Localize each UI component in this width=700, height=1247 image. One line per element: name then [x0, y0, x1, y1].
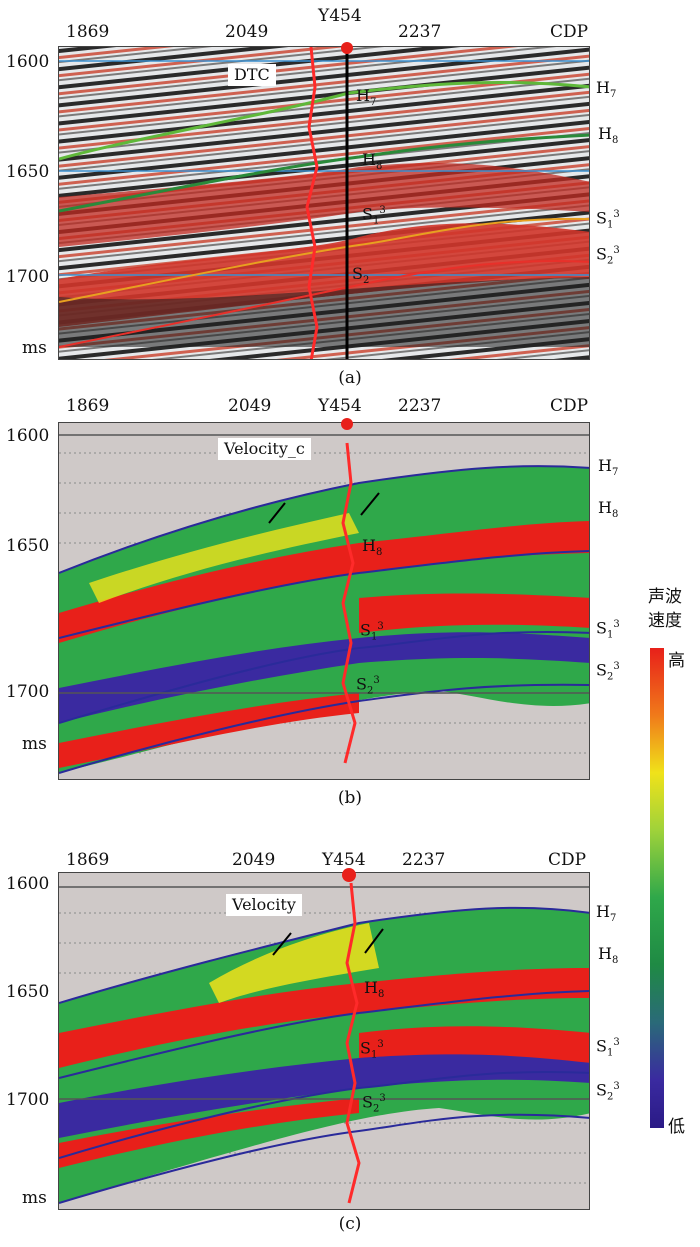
time-unit-b: ms — [22, 734, 47, 754]
caption-a: (a) — [338, 368, 362, 388]
curve-callout-a: DTC — [228, 64, 276, 86]
colorbar-title-line1: 声波 — [648, 587, 682, 607]
s1-inline-a: S13 — [362, 204, 386, 227]
seismic-section-a — [58, 46, 590, 360]
well-label-c: Y454 — [322, 850, 366, 870]
h7-label-a: H7 — [596, 78, 617, 101]
curve-callout-c: Velocity — [226, 894, 302, 916]
cdp-2049-b: 2049 — [228, 396, 272, 416]
time-1650-c: 1650 — [6, 982, 50, 1002]
cdp-2049-c: 2049 — [232, 850, 276, 870]
velocity-svg-b — [59, 434, 589, 774]
time-unit-c: ms — [22, 1188, 47, 1208]
colorbar-high-label: 高 — [668, 651, 685, 671]
s2-inline-a: S2 — [352, 264, 370, 287]
s1-label-c: S13 — [596, 1036, 620, 1059]
velocity-colorbar — [650, 648, 664, 1128]
cdp-2237-c: 2237 — [402, 850, 446, 870]
time-1700-b: 1700 — [6, 682, 50, 702]
s1-inline-c: S13 — [360, 1038, 384, 1061]
h8-inline-c: H8 — [364, 978, 385, 1001]
seismic-svg-a — [59, 47, 589, 359]
caption-c: (c) — [338, 1214, 362, 1234]
time-1650-a: 1650 — [6, 162, 50, 182]
s1-label-a: S13 — [596, 208, 620, 231]
s2-inline-c: S23 — [362, 1092, 386, 1115]
cdp-2049-a: 2049 — [225, 22, 269, 42]
well-marker-b — [341, 418, 353, 430]
h7-inline-a: H7 — [356, 86, 377, 109]
s1-label-b: S13 — [596, 618, 620, 641]
time-unit-a: ms — [22, 338, 47, 358]
s2-label-c: S23 — [596, 1080, 620, 1103]
velocity-svg-c — [59, 882, 589, 1204]
cdp-2237-b: 2237 — [398, 396, 442, 416]
cdp-2237-a: 2237 — [398, 22, 442, 42]
velocity-section-b — [58, 422, 590, 780]
h8-label-a: H8 — [598, 124, 619, 147]
h7-label-b: H7 — [598, 456, 619, 479]
h8-label-b: H8 — [598, 498, 619, 521]
time-1700-c: 1700 — [6, 1090, 50, 1110]
caption-b: (b) — [337, 788, 363, 808]
velocity-section-c — [58, 872, 590, 1210]
cdp-axis-label-a: CDP — [550, 22, 589, 42]
colorbar-title-line2: 速度 — [648, 611, 682, 631]
cdp-1869-c: 1869 — [66, 850, 110, 870]
curve-callout-b: Velocity_c — [218, 438, 311, 460]
well-label-b: Y454 — [318, 396, 362, 416]
time-1600-c: 1600 — [6, 874, 50, 894]
h8-label-c: H8 — [598, 944, 619, 967]
h8-inline-a: H8 — [362, 150, 383, 173]
h8-inline-b: H8 — [362, 536, 383, 559]
time-1650-b: 1650 — [6, 536, 50, 556]
s2-label-a: S23 — [596, 244, 620, 267]
h7-label-c: H7 — [596, 902, 617, 925]
time-1600-a: 1600 — [6, 52, 50, 72]
s2-label-b: S23 — [596, 660, 620, 683]
cdp-1869-b: 1869 — [66, 396, 110, 416]
well-label-a: Y454 — [318, 6, 362, 26]
colorbar-low-label: 低 — [668, 1117, 685, 1137]
cdp-1869-a: 1869 — [66, 22, 110, 42]
well-marker-a — [341, 42, 353, 54]
cdp-axis-label-b: CDP — [550, 396, 589, 416]
cdp-axis-label-c: CDP — [548, 850, 587, 870]
s1-inline-b: S13 — [360, 620, 384, 643]
time-1600-b: 1600 — [6, 426, 50, 446]
well-marker-c — [342, 868, 356, 882]
time-1700-a: 1700 — [6, 267, 50, 287]
s2-inline-b: S23 — [356, 674, 380, 697]
